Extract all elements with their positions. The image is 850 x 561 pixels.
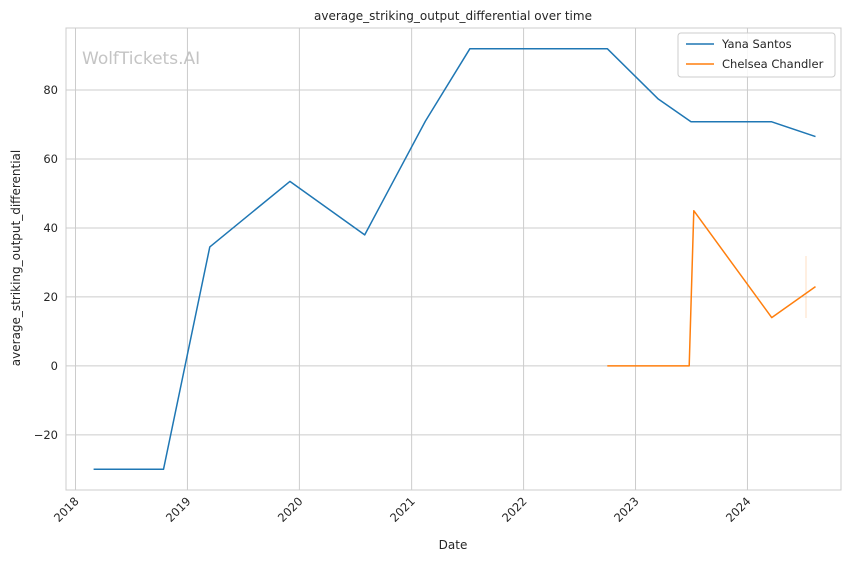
legend: Yana Santos Chelsea Chandler [677,32,836,78]
y-tick-label: −20 [34,428,58,442]
y-axis-title: average_striking_output_differential [9,150,23,366]
y-tick-label: 20 [43,290,58,304]
series-lines [93,47,816,471]
y-tick-label: 0 [51,359,58,373]
x-axis-title: Date [439,538,468,552]
legend-box [677,32,836,78]
legend-label-chelsea-chandler: Chelsea Chandler [722,57,824,71]
y-tick-label: 40 [43,221,58,235]
y-axis-ticks: −20 0 20 40 60 80 [34,83,58,442]
grid [66,28,841,490]
plot-frame [65,27,842,491]
series-line-yana-santos [93,47,816,471]
series-line-chelsea-chandler [607,209,816,367]
y-tick-label: 80 [43,83,58,97]
y-tick-label: 60 [43,152,58,166]
legend-label-yana-santos: Yana Santos [721,37,792,51]
watermark-text: WolfTickets.AI [82,49,200,69]
chart-title: average_striking_output_differential ove… [314,9,592,23]
